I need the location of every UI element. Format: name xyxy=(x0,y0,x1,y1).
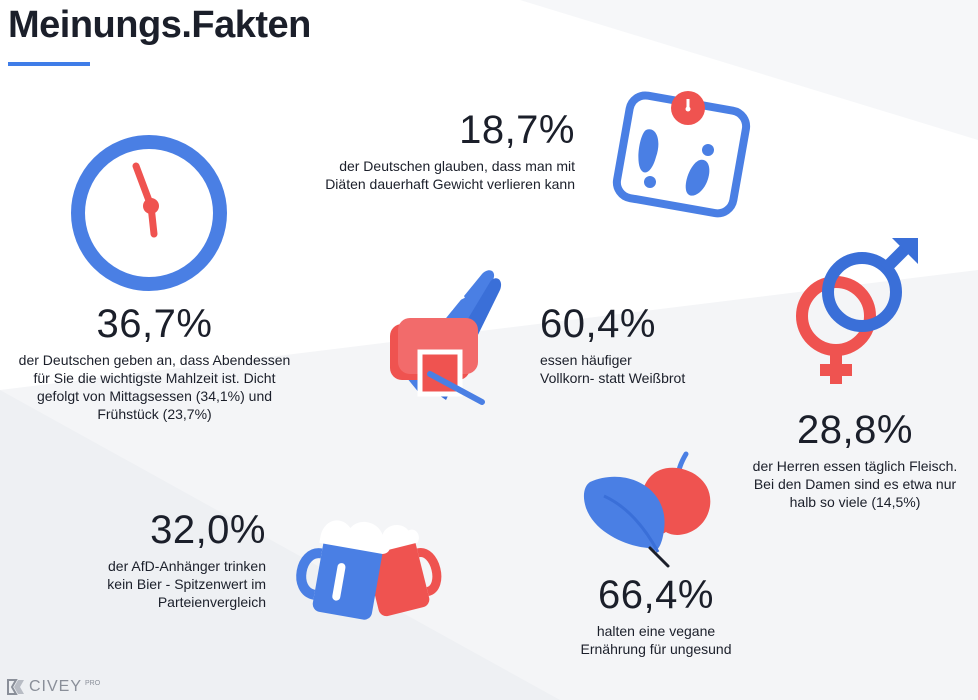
stat-dinner: 36,7% der Deutschen geben an, dass Abend… xyxy=(2,302,307,423)
stat-description: essen häufiger Vollkorn- statt Weißbrot xyxy=(540,352,686,386)
stat-description: der Deutschen geben an, dass Abendessen … xyxy=(18,352,291,422)
page-title: Meinungs.Fakten xyxy=(8,4,311,46)
stat-description: der Deutschen glauben, dass man mit Diät… xyxy=(325,158,575,192)
apple-leaf-icon xyxy=(583,451,711,568)
stat-meat: 28,8% der Herren essen täglich Fleisch. … xyxy=(738,408,972,511)
stat-value: 60,4% xyxy=(540,302,656,346)
stat-bread: 60,4% essen häufiger Vollkorn- statt Wei… xyxy=(540,302,740,387)
beer-mugs-icon xyxy=(296,520,442,620)
title-underline xyxy=(8,62,90,66)
stat-description: halten eine vegane Ernährung für ungesun… xyxy=(580,623,732,657)
stat-value: 36,7% xyxy=(96,302,213,346)
stat-description: der AfD-Anhänger trinken kein Bier - Spi… xyxy=(107,558,266,610)
scale-icon xyxy=(612,91,751,218)
logo-tag: PRO xyxy=(85,679,101,687)
civey-mark-icon xyxy=(7,679,24,695)
stat-value: 66,4% xyxy=(598,573,714,617)
stat-beer: 32,0% der AfD-Anhänger trinken kein Bier… xyxy=(60,508,266,611)
stat-diet: 18,7% der Deutschen glauben, dass man mi… xyxy=(300,108,575,193)
stat-vegan: 66,4% halten eine vegane Ernährung für u… xyxy=(556,573,756,658)
stat-value: 18,7% xyxy=(459,108,575,152)
clock-icon xyxy=(71,135,227,291)
civey-logo: CIVEY PRO xyxy=(6,678,100,696)
gender-symbols-icon xyxy=(796,238,918,384)
stat-description: der Herren essen täglich Fleisch. Bei de… xyxy=(752,458,958,510)
stat-value: 32,0% xyxy=(150,508,266,552)
stat-value: 28,8% xyxy=(797,408,913,452)
logo-name: CIVEY xyxy=(29,678,83,695)
bread-icon xyxy=(390,270,502,405)
